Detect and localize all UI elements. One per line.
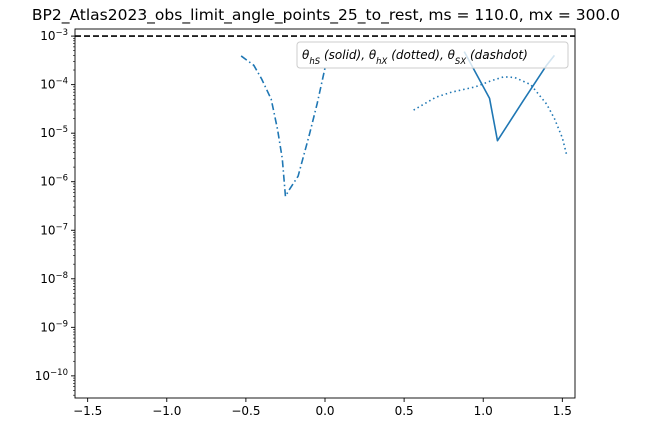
- legend: θhS (solid), θhX (dotted), θSX (dashdot): [296, 41, 569, 69]
- x-tick-label: 0.0: [315, 404, 334, 418]
- legend-box: [296, 41, 569, 69]
- x-tick-label: 0.5: [395, 404, 414, 418]
- y-tick-label: 10−10: [35, 368, 68, 383]
- y-tick-label: 10−4: [40, 77, 68, 92]
- axes: −1.5 −1.0 −0.5 0.0 0.5 1.0 1.5 10−10 10−9 10−8 10−…: [35, 28, 576, 418]
- x-tick-label: −0.5: [231, 404, 260, 418]
- x-tick-label: −1.5: [73, 404, 102, 418]
- y-tick-label: 10−3: [40, 28, 68, 43]
- y-tick-label: 10−8: [40, 271, 68, 286]
- x-tick-label: 1.5: [553, 404, 572, 418]
- x-tick-label: 1.0: [474, 404, 493, 418]
- y-tick-label: 10−6: [40, 174, 68, 189]
- y-tick-label: 10−9: [40, 319, 68, 334]
- x-tick-label: −1.0: [152, 404, 181, 418]
- chart-title: BP2_Atlas2023_obs_limit_angle_points_25_…: [32, 6, 620, 25]
- series-line-dashdot: [240, 55, 326, 198]
- legend-text: θhS (solid), θhX (dotted), θSX (dashdot): [302, 48, 528, 67]
- y-tick-label: 10−5: [40, 125, 68, 140]
- y-tick-label: 10−7: [40, 222, 68, 237]
